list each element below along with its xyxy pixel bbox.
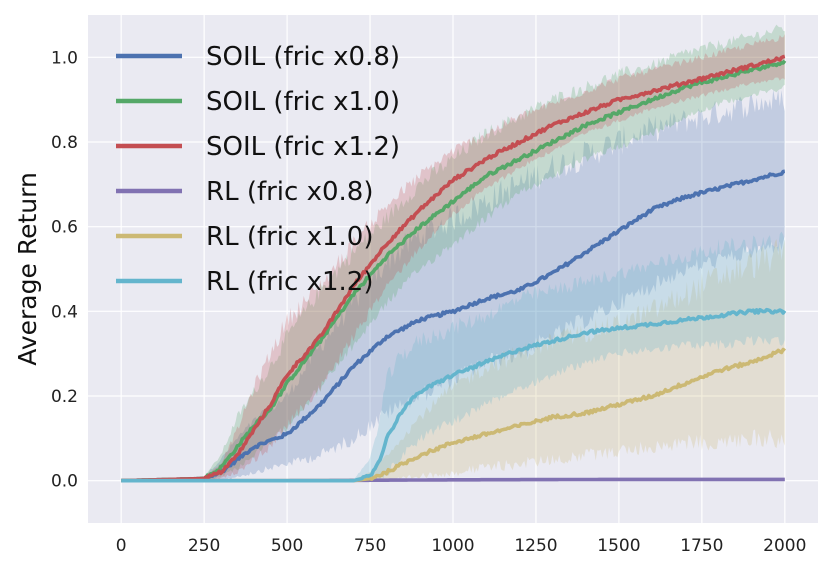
- legend-label: SOIL (fric x1.0): [206, 87, 400, 117]
- x-tick-label: 750: [354, 536, 386, 556]
- series-lines: [121, 54, 787, 483]
- x-tick-label: 2000: [763, 536, 806, 556]
- x-tick-label: 0: [116, 536, 127, 556]
- x-tick-label: 1000: [431, 536, 474, 556]
- band-4: [121, 239, 785, 482]
- y-axis-label: Average Return: [13, 172, 42, 366]
- band-0: [121, 89, 785, 482]
- series-line-2: [121, 54, 786, 483]
- y-tick-label: 0.4: [51, 302, 78, 322]
- x-tick-label: 500: [271, 536, 303, 556]
- legend-label: SOIL (fric x1.2): [206, 132, 400, 162]
- x-tick-labels: 0 250 500 750 1000 1250 1500 1750 2000: [116, 536, 807, 556]
- y-tick-label: 0.0: [51, 472, 78, 492]
- x-tick-label: 250: [188, 536, 220, 556]
- y-tick-label: 0.2: [51, 387, 78, 407]
- legend: SOIL (fric x0.8) SOIL (fric x1.0) SOIL (fr…: [116, 42, 400, 297]
- band-1: [121, 24, 785, 481]
- x-tick-label: 1250: [514, 536, 557, 556]
- y-tick-label: 0.6: [51, 218, 78, 238]
- band-5: [121, 231, 785, 482]
- y-tick-label: 0.8: [51, 133, 78, 153]
- x-tick-label: 1500: [597, 536, 640, 556]
- band-2: [121, 34, 785, 481]
- legend-label: RL (fric x1.0): [206, 222, 373, 252]
- legend-label: RL (fric x0.8): [206, 177, 373, 207]
- x-tick-label: 1750: [680, 536, 723, 556]
- series-line-1: [121, 59, 787, 483]
- y-tick-label: 1.0: [51, 48, 78, 68]
- series-line-5: [121, 307, 787, 483]
- legend-label: RL (fric x1.2): [206, 267, 373, 297]
- legend-label: SOIL (fric x0.8): [206, 42, 400, 72]
- y-tick-labels: 0.0 0.2 0.4 0.6 0.8 1.0: [51, 48, 78, 491]
- series-line-0: [121, 169, 786, 483]
